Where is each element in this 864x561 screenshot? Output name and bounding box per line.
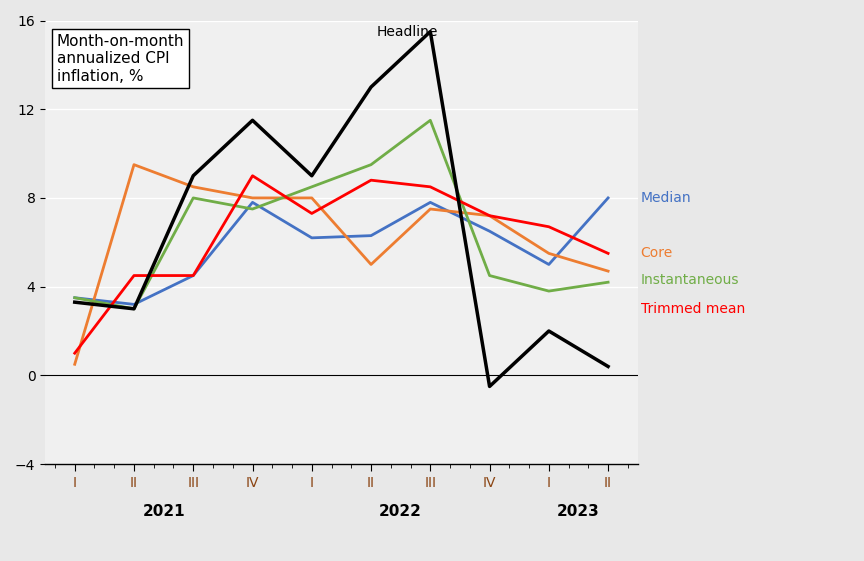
Text: Core: Core	[641, 246, 673, 260]
Text: 2022: 2022	[379, 504, 422, 519]
Text: 2023: 2023	[557, 504, 600, 519]
Text: 2021: 2021	[143, 504, 185, 519]
Text: Instantaneous: Instantaneous	[641, 273, 740, 287]
Text: Trimmed mean: Trimmed mean	[641, 302, 745, 316]
Text: Headline: Headline	[377, 25, 438, 39]
Text: Median: Median	[641, 191, 691, 205]
Text: Month-on-month
annualized CPI
inflation, %: Month-on-month annualized CPI inflation,…	[57, 34, 184, 84]
